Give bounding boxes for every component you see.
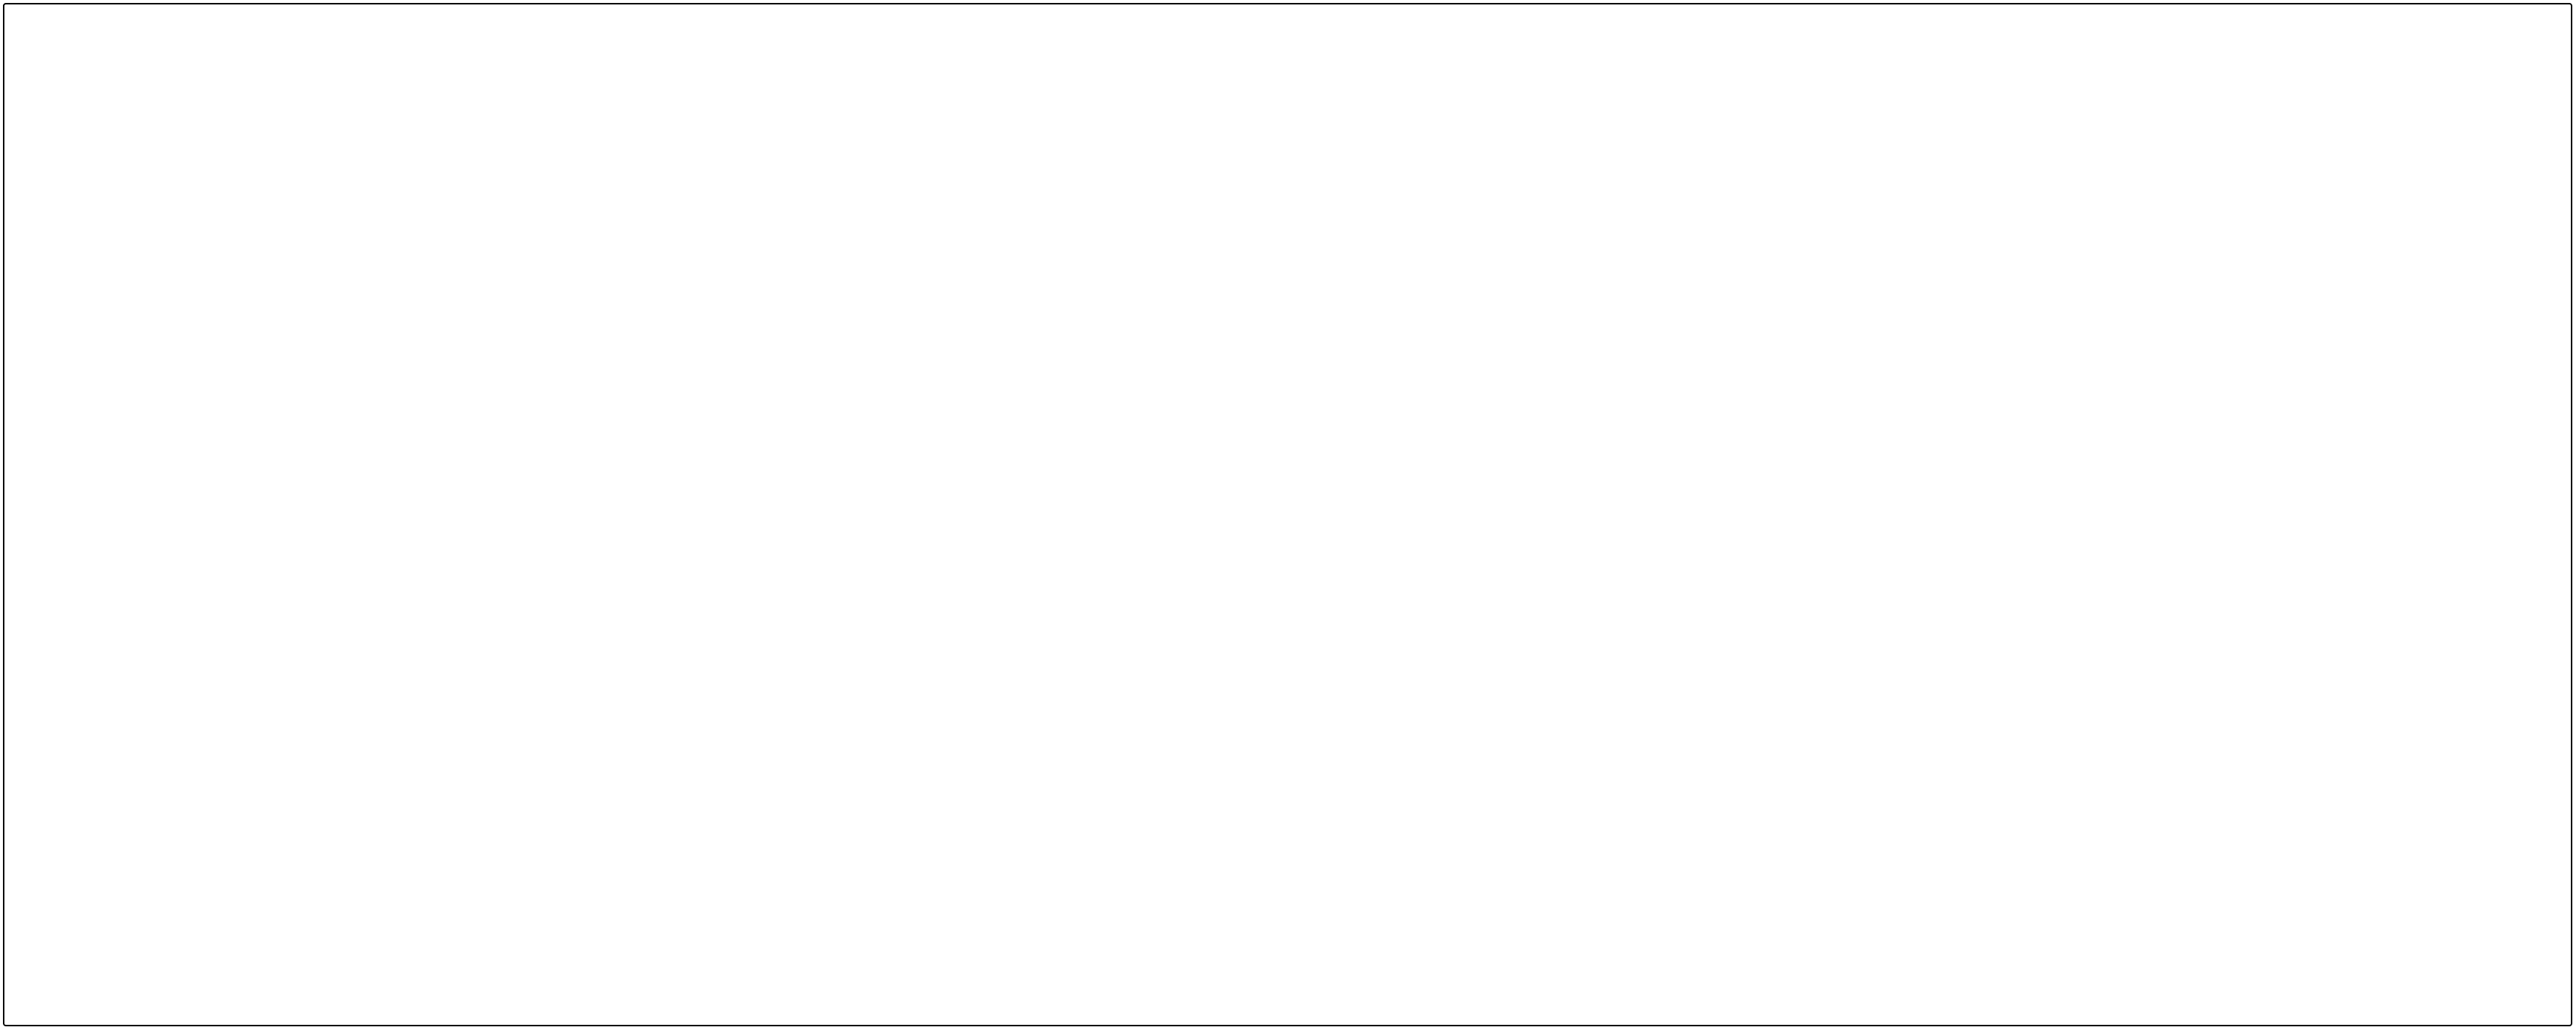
chart-canvas [0, 0, 2576, 1030]
line-chart [0, 0, 2576, 1030]
